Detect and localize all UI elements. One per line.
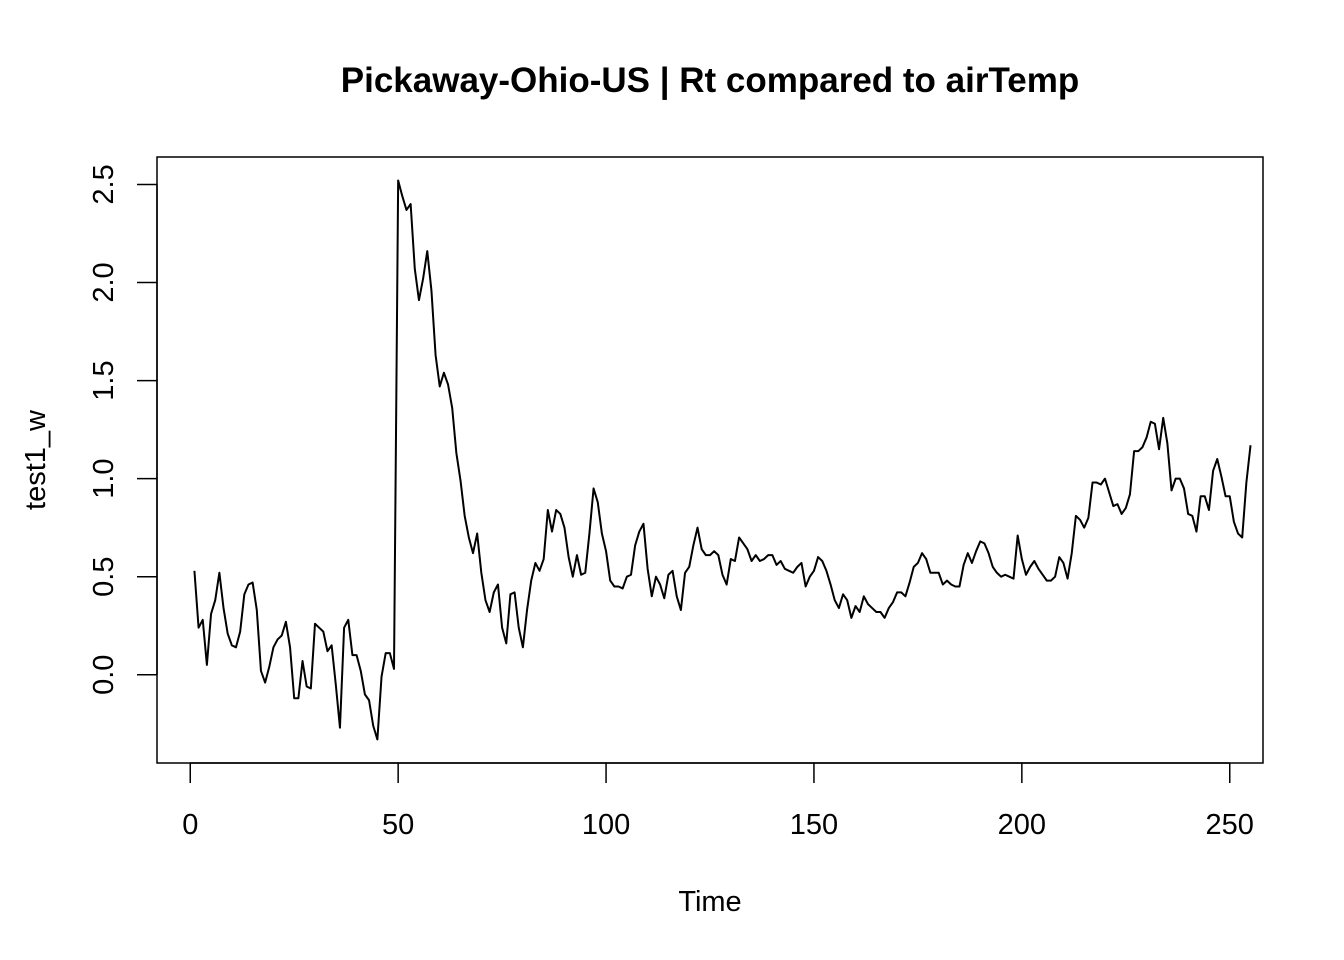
- x-tick-label: 100: [582, 809, 630, 841]
- series-layer: [193, 179, 1252, 741]
- x-tick-label: 200: [998, 809, 1046, 841]
- y-tick-label: 2.5: [88, 164, 120, 204]
- chart-title: Pickaway-Ohio-US | Rt compared to airTem…: [341, 61, 1079, 100]
- x-axis-label: Time: [678, 886, 741, 918]
- y-tick-label: 0.5: [88, 557, 120, 597]
- y-tick-label: 2.0: [88, 262, 120, 302]
- x-tick-label: 0: [182, 809, 198, 841]
- x-tick-label: 50: [382, 809, 414, 841]
- y-axis: 0.0 0.5 1.0 1.5 2.0 2.5: [88, 164, 158, 695]
- y-axis-label: test1_w: [20, 409, 52, 510]
- x-tick-label: 150: [790, 809, 838, 841]
- y-tick-label: 1.0: [88, 458, 120, 498]
- y-tick-label: 0.0: [88, 655, 120, 695]
- y-tick-label: 1.5: [88, 360, 120, 400]
- plot-frame: [156, 156, 1264, 764]
- x-tick-label: 250: [1206, 809, 1254, 841]
- series-line-0: [193, 179, 1252, 741]
- x-axis: 0 50 100 150 200 250: [182, 762, 1254, 841]
